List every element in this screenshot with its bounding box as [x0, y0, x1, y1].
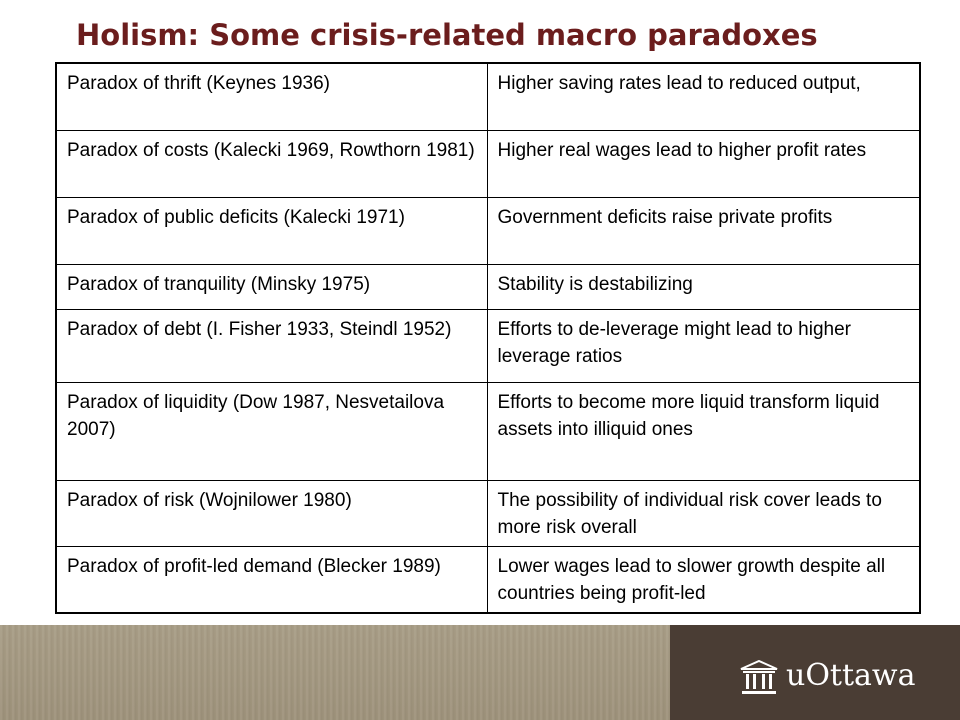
effect-cell: Lower wages lead to slower growth despit… — [486, 545, 921, 613]
paradox-cell: Paradox of risk (Wojnilower 1980) — [55, 479, 488, 547]
effect-cell: Higher real wages lead to higher profit … — [486, 129, 921, 198]
effect-cell: Efforts to de-leverage might lead to hig… — [486, 308, 921, 383]
table-row: Paradox of liquidity (Dow 1987, Nesvetai… — [55, 381, 921, 481]
paradox-cell: Paradox of liquidity (Dow 1987, Nesvetai… — [55, 381, 488, 481]
paradox-cell: Paradox of tranquility (Minsky 1975) — [55, 263, 488, 310]
paradox-cell: Paradox of costs (Kalecki 1969, Rowthorn… — [55, 129, 488, 198]
table-row: Paradox of tranquility (Minsky 1975) Sta… — [55, 263, 921, 310]
effect-cell: Stability is destabilizing — [486, 263, 921, 310]
table-row: Paradox of costs (Kalecki 1969, Rowthorn… — [55, 129, 921, 198]
table-row: Paradox of profit-led demand (Blecker 19… — [55, 545, 921, 613]
paradox-cell: Paradox of thrift (Keynes 1936) — [55, 62, 488, 131]
footer-logo-panel — [670, 625, 960, 720]
paradox-cell: Paradox of profit-led demand (Blecker 19… — [55, 545, 488, 613]
effect-cell: Higher saving rates lead to reduced outp… — [486, 62, 921, 131]
footer-texture — [0, 625, 670, 720]
table-row: Paradox of public deficits (Kalecki 1971… — [55, 196, 921, 265]
paradox-table: Paradox of thrift (Keynes 1936) Higher s… — [55, 62, 921, 614]
uottawa-logo-text: uOttawa — [786, 658, 916, 693]
table-row: Paradox of debt (I. Fisher 1933, Steindl… — [55, 308, 921, 383]
effect-cell: The possibility of individual risk cover… — [486, 479, 921, 547]
footer-band — [0, 625, 960, 720]
table-row: Paradox of risk (Wojnilower 1980) The po… — [55, 479, 921, 547]
paradox-cell: Paradox of debt (I. Fisher 1933, Steindl… — [55, 308, 488, 383]
paradox-cell: Paradox of public deficits (Kalecki 1971… — [55, 196, 488, 265]
university-building-icon — [740, 660, 778, 694]
table-row: Paradox of thrift (Keynes 1936) Higher s… — [55, 62, 921, 131]
effect-cell: Government deficits raise private profit… — [486, 196, 921, 265]
effect-cell: Efforts to become more liquid transform … — [486, 381, 921, 481]
slide-title: Holism: Some crisis-related macro parado… — [76, 18, 818, 52]
